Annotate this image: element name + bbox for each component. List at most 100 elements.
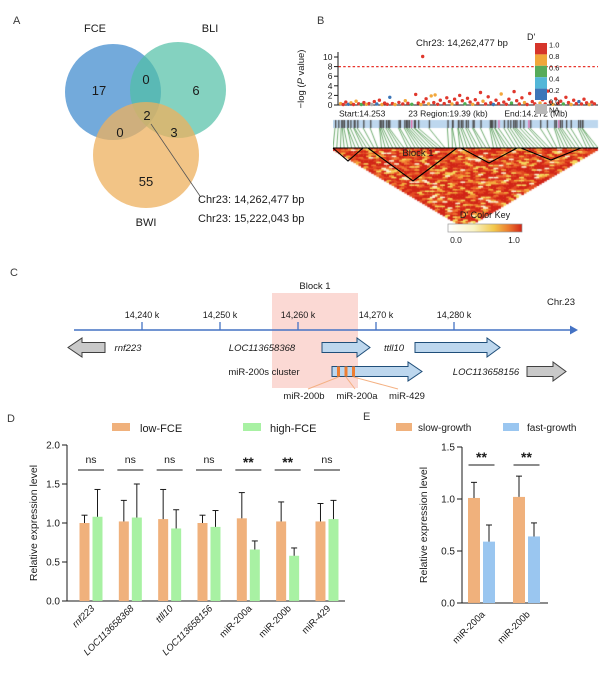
snp-point <box>426 102 431 106</box>
snp-point <box>375 102 379 106</box>
snp-point <box>582 97 586 101</box>
gene-label-loc113658156: LOC113658156 <box>453 367 520 378</box>
bar-high-FCE <box>131 517 142 602</box>
axis-arrowhead-icon <box>570 325 578 335</box>
snp-point <box>370 102 374 107</box>
sig-ns: ns <box>203 454 214 466</box>
sig-ns: ns <box>125 454 136 466</box>
x-category-label: ttll10 <box>154 603 176 625</box>
snp-point <box>504 102 508 107</box>
snp-point <box>344 100 348 104</box>
venn-count-bli-bwi: 3 <box>170 125 177 140</box>
snp-point <box>494 98 498 102</box>
y-tick-label: 2.0 <box>46 441 60 452</box>
gene-label-ttll10: ttll10 <box>384 343 405 354</box>
chromosome-label: Chr.23 <box>547 297 575 308</box>
bar-low-FCE <box>197 523 208 601</box>
snp-point <box>592 102 597 106</box>
snp-point <box>556 101 560 106</box>
venn-count-fce-bwi: 0 <box>116 125 123 140</box>
venn-annotation-2: Chr23: 15,222,043 bp <box>198 213 304 225</box>
venn-annotation-1: Chr23: 14,262,477 bp <box>198 194 304 206</box>
y-tick-label: 10 <box>323 52 333 62</box>
bar-low-FCE <box>158 519 169 601</box>
snp-point <box>481 99 485 103</box>
dprime-legend: 1.0 0.8 0.6 0.4 0.2 0.0NA <box>535 41 559 115</box>
axis-tick-label: 14,250 k <box>203 310 238 320</box>
snp-point <box>397 100 401 105</box>
snp-point <box>460 99 464 103</box>
panel-e-bar-chart: E slow-growth fast-growth Relative expre… <box>363 411 576 646</box>
gene-label-rnf223: rnf223 <box>115 343 143 354</box>
snp-point <box>432 100 436 105</box>
color-key-title: D' Color Key <box>460 210 511 220</box>
axis-tick-label: 14,270 k <box>359 310 394 320</box>
snp-point <box>468 100 472 104</box>
snp-point <box>512 89 516 94</box>
panel-b-manhattan: B Chr23: 14,262,477 bp −log (P value) 02… <box>296 15 598 245</box>
snp-point <box>349 101 353 105</box>
snp-point <box>424 97 428 101</box>
snp-point <box>406 101 410 106</box>
locus-axis-ticks: 14,240 k 14,250 k 14,260 k 14,270 k 14,280 k <box>125 310 472 330</box>
legend-value-label: 0.8 <box>549 52 559 61</box>
snp-point <box>429 94 433 98</box>
e-y-axis-label: Relative expression level <box>418 467 430 583</box>
e-legend-swatch-fast <box>503 423 519 431</box>
snp-point <box>341 102 345 107</box>
bar-high-FCE <box>210 526 221 601</box>
venn-label-bli: BLI <box>202 23 219 35</box>
venn-count-fce: 17 <box>92 83 106 98</box>
snp-point <box>572 98 576 102</box>
y-tick-label: 0.5 <box>46 558 60 569</box>
manhattan-annotation: Chr23: 14,262,477 bp <box>416 38 508 49</box>
venn-label-bwi: BWI <box>136 217 157 229</box>
panel-b-label: B <box>317 15 324 27</box>
snp-point <box>372 99 376 104</box>
snp-point <box>530 99 534 104</box>
snp-point <box>551 102 555 107</box>
gene-arrow-ttll10 <box>414 337 501 358</box>
mir-200a-label: miR-200a <box>336 391 378 402</box>
y-tick-label: 0.0 <box>46 597 60 608</box>
panel-c-label: C <box>10 267 18 279</box>
snp-point <box>522 100 527 105</box>
axis-tick-label: 14,260 k <box>281 310 316 320</box>
d-legend-label-low: low-FCE <box>140 423 182 435</box>
snp-point <box>561 102 565 106</box>
snp-point <box>401 102 405 106</box>
axis-tick-label: 14,280 k <box>437 310 472 320</box>
snp-point <box>442 101 446 106</box>
y-tick-label: 1.5 <box>441 443 455 454</box>
snp-point <box>438 98 442 102</box>
panel-a-label: A <box>13 15 21 27</box>
snp-point <box>574 101 578 106</box>
snp-point <box>509 101 514 105</box>
d-bars-group: 0.00.51.01.52.0nsrnf223nsLOC113658368nst… <box>46 441 340 658</box>
snp-point <box>525 102 529 107</box>
snp-point <box>450 102 454 106</box>
d-legend-label-high: high-FCE <box>270 423 316 435</box>
x-category-label: miR-200a <box>451 609 488 646</box>
snp-point <box>478 90 483 95</box>
panel-a-venn: A FCE BLI BWI 17 0 6 2 0 3 55 Chr23: 14,… <box>13 15 304 229</box>
venn-count-center: 2 <box>143 108 150 123</box>
ld-block-label: Block 1 <box>402 148 433 159</box>
snp-point <box>483 102 488 106</box>
region-start-label: Start:14.253 <box>339 109 386 119</box>
d-legend-swatch-low <box>112 423 130 431</box>
snp-point <box>486 95 490 99</box>
snp-point <box>388 95 392 100</box>
snp-point <box>553 97 558 101</box>
region-label: 23 Region:19.39 (kb) <box>408 109 488 119</box>
bar-high-FCE <box>92 516 103 601</box>
bar-low-FCE <box>79 523 90 601</box>
snp-point <box>517 102 521 106</box>
legend-value-label: 0.2 <box>549 86 559 95</box>
gene-arrow-loc113658156 <box>526 361 567 382</box>
venn-annotation-line <box>150 123 201 197</box>
snp-point <box>458 93 462 98</box>
snp-point <box>463 102 467 106</box>
bar-high-FCE <box>328 519 339 601</box>
